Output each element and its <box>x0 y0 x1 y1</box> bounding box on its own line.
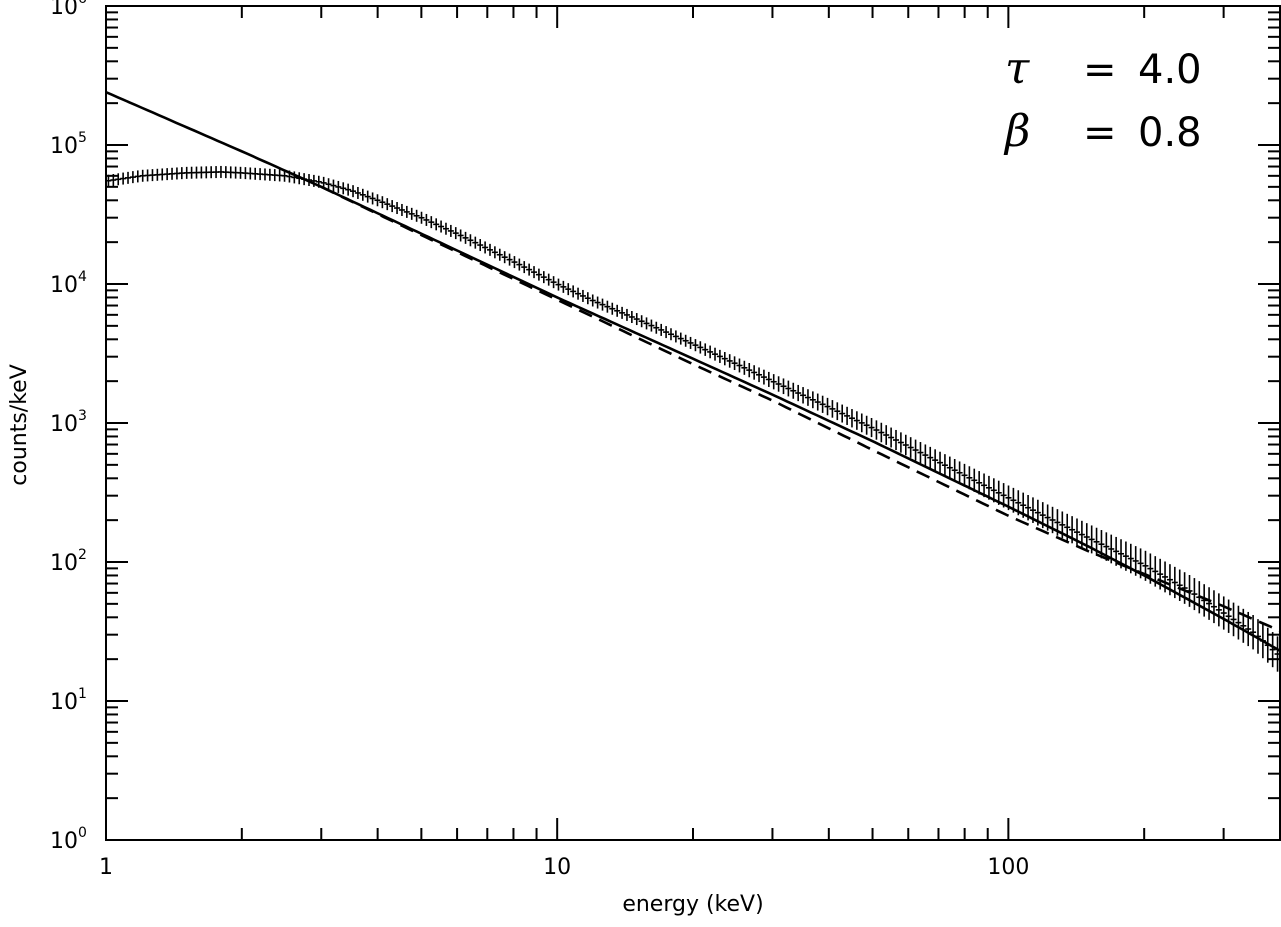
x-tick-label: 10 <box>543 855 571 880</box>
y-tick-exponent: 3 <box>78 408 87 424</box>
y-axis-title: counts/keV <box>7 364 32 485</box>
x-tick-label: 100 <box>987 855 1029 880</box>
tau-equals: = <box>1083 47 1117 93</box>
y-tick-label: 100 <box>50 825 87 854</box>
y-tick-label: 106 <box>50 0 87 20</box>
y-tick-label: 103 <box>50 408 87 437</box>
y-tick-label: 105 <box>50 130 87 159</box>
y-tick-label: 102 <box>50 547 87 576</box>
data-points <box>105 165 1281 672</box>
tau-symbol: τ <box>1005 43 1030 94</box>
model-dashed-line <box>320 185 1281 632</box>
y-tick-label: 101 <box>50 686 87 715</box>
y-tick-exponent: 0 <box>78 825 87 841</box>
y-tick-exponent: 2 <box>78 547 87 563</box>
y-tick-exponent: 5 <box>78 130 87 146</box>
y-tick-label: 104 <box>50 269 87 298</box>
y-tick-exponent: 4 <box>78 269 87 285</box>
y-tick-exponent: 1 <box>78 686 87 702</box>
parameter-annotations: τ = 4.0 β = 0.8 <box>1003 43 1202 157</box>
x-axis-title: energy (keV) <box>622 892 763 917</box>
plot-area <box>105 91 1281 672</box>
y-tick-exponent: 6 <box>78 0 87 7</box>
beta-equals: = <box>1083 110 1117 156</box>
model-solid-line <box>105 91 1281 652</box>
axes <box>105 5 1281 841</box>
beta-value: 0.8 <box>1138 110 1202 156</box>
beta-symbol: β <box>1003 106 1030 157</box>
tau-value: 4.0 <box>1138 47 1202 93</box>
x-tick-label: 1 <box>99 855 113 880</box>
